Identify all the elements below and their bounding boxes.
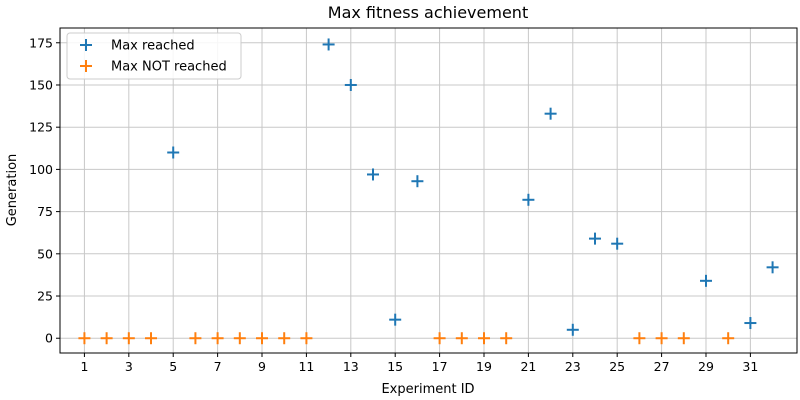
x-tick-label: 19: [476, 359, 492, 374]
max-reached-point: [167, 146, 180, 159]
x-axis-ticks: 1 3 5 7 9 11 13 15 17 19 21 23 25 27 29 31: [80, 353, 758, 374]
max-not-reached-point: [278, 332, 291, 345]
y-tick-label: 0: [45, 331, 53, 346]
max-not-reached-point: [477, 332, 490, 345]
x-tick-label: 29: [698, 359, 714, 374]
max-reached-point: [522, 193, 535, 206]
max-not-reached-point: [633, 332, 646, 345]
max-not-reached-point: [722, 332, 735, 345]
data-markers: [78, 38, 779, 345]
max-reached-point: [588, 232, 601, 245]
y-axis-label: Generation: [5, 154, 20, 227]
max-reached-point: [566, 323, 579, 336]
max-not-reached-point: [189, 332, 202, 345]
x-tick-label: 1: [80, 359, 88, 374]
max-not-reached-point: [455, 332, 468, 345]
max-reached-point: [766, 261, 779, 274]
max-not-reached-point: [256, 332, 269, 345]
x-tick-label: 5: [169, 359, 177, 374]
y-tick-label: 50: [37, 246, 53, 261]
max-not-reached-point: [300, 332, 313, 345]
x-tick-label: 25: [609, 359, 625, 374]
max-reached-point: [411, 175, 424, 188]
x-tick-label: 17: [432, 359, 448, 374]
x-tick-label: 7: [214, 359, 222, 374]
legend-marker: [80, 39, 92, 51]
y-tick-label: 150: [29, 77, 53, 92]
legend-entry-label: Max NOT reached: [111, 60, 227, 75]
legend: Max reached Max NOT reached: [66, 32, 242, 80]
max-not-reached-point: [78, 332, 91, 345]
x-tick-label: 9: [258, 359, 266, 374]
x-tick-label: 11: [298, 359, 314, 374]
y-tick-label: 175: [29, 35, 53, 50]
y-tick-label: 25: [37, 289, 53, 304]
legend-marker: [80, 60, 92, 72]
y-tick-label: 100: [29, 162, 53, 177]
max-not-reached-point: [211, 332, 224, 345]
max-reached-point: [544, 107, 557, 120]
x-tick-label: 21: [520, 359, 536, 374]
x-tick-label: 27: [654, 359, 670, 374]
x-tick-label: 31: [742, 359, 758, 374]
legend-box: [66, 32, 242, 80]
max-not-reached-point: [233, 332, 246, 345]
max-reached-point: [322, 38, 335, 51]
max-not-reached-point: [655, 332, 668, 345]
x-tick-label: 13: [343, 359, 359, 374]
max-not-reached-point: [100, 332, 113, 345]
y-axis-ticks: 0 25 50 75 100 125 150 175: [29, 35, 60, 346]
x-tick-label: 3: [125, 359, 133, 374]
max-not-reached-point: [433, 332, 446, 345]
plot-frame: [59, 27, 798, 354]
x-tick-label: 23: [565, 359, 581, 374]
max-reached-point: [367, 168, 380, 181]
y-tick-label: 75: [37, 204, 53, 219]
legend-entry-label: Max reached: [111, 39, 195, 54]
y-tick-label: 125: [29, 120, 53, 135]
x-tick-label: 15: [387, 359, 403, 374]
grid-lines: [60, 28, 797, 353]
x-axis-label: Experiment ID: [381, 382, 474, 397]
max-not-reached-point: [500, 332, 513, 345]
max-reached-point: [344, 78, 357, 91]
max-reached-point: [389, 313, 402, 326]
max-not-reached-point: [145, 332, 158, 345]
max-reached-point: [699, 274, 712, 287]
chart-title: Max fitness achievement: [328, 3, 528, 22]
max-not-reached-point: [677, 332, 690, 345]
max-not-reached-point: [122, 332, 135, 345]
max-reached-point: [611, 237, 624, 250]
max-reached-point: [744, 317, 757, 330]
